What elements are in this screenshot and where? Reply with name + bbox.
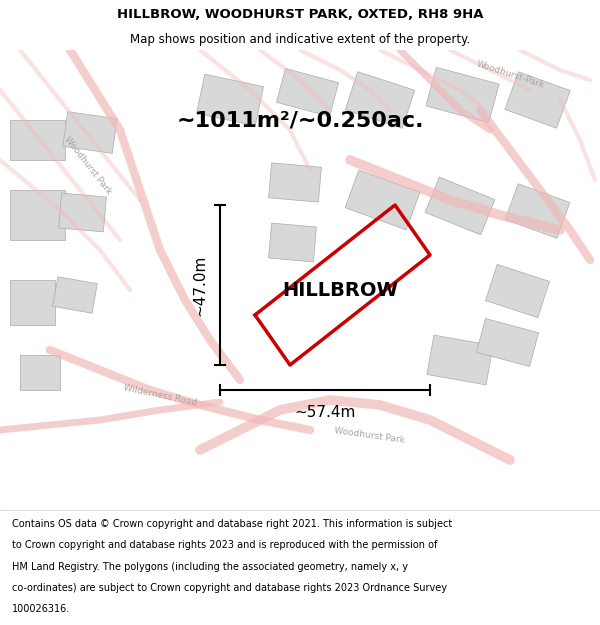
Polygon shape	[63, 112, 117, 153]
Text: 100026316.: 100026316.	[12, 604, 70, 614]
Polygon shape	[505, 184, 570, 238]
Text: HILLBROW: HILLBROW	[282, 281, 398, 299]
Text: ~1011m²/~0.250ac.: ~1011m²/~0.250ac.	[176, 110, 424, 130]
Text: HM Land Registry. The polygons (including the associated geometry, namely x, y: HM Land Registry. The polygons (includin…	[12, 562, 408, 572]
Polygon shape	[345, 72, 415, 128]
Text: Woodhurst-Park: Woodhurst-Park	[475, 60, 545, 90]
Polygon shape	[427, 335, 493, 385]
Polygon shape	[277, 69, 338, 116]
Polygon shape	[20, 355, 60, 390]
Text: to Crown copyright and database rights 2023 and is reproduced with the permissio: to Crown copyright and database rights 2…	[12, 541, 437, 551]
Polygon shape	[485, 264, 550, 318]
Polygon shape	[10, 190, 65, 240]
Polygon shape	[196, 74, 263, 126]
Text: Contains OS data © Crown copyright and database right 2021. This information is : Contains OS data © Crown copyright and d…	[12, 519, 452, 529]
Text: ~47.0m: ~47.0m	[192, 254, 207, 316]
Text: Wilderness Road: Wilderness Road	[122, 382, 197, 408]
Polygon shape	[53, 277, 97, 313]
Polygon shape	[345, 170, 420, 230]
Text: co-ordinates) are subject to Crown copyright and database rights 2023 Ordnance S: co-ordinates) are subject to Crown copyr…	[12, 583, 447, 593]
Text: ~57.4m: ~57.4m	[295, 405, 356, 420]
Polygon shape	[269, 223, 316, 262]
Text: Map shows position and indicative extent of the property.: Map shows position and indicative extent…	[130, 32, 470, 46]
Polygon shape	[269, 163, 322, 202]
Polygon shape	[426, 68, 499, 122]
Polygon shape	[425, 177, 495, 235]
Polygon shape	[10, 120, 65, 160]
Polygon shape	[476, 319, 539, 366]
Polygon shape	[10, 280, 55, 325]
Text: Woodhurst Park: Woodhurst Park	[334, 426, 406, 444]
Polygon shape	[59, 193, 106, 232]
Polygon shape	[505, 72, 570, 128]
Text: Woodhurst Park: Woodhurst Park	[62, 134, 113, 196]
Text: HILLBROW, WOODHURST PARK, OXTED, RH8 9HA: HILLBROW, WOODHURST PARK, OXTED, RH8 9HA	[117, 8, 483, 21]
